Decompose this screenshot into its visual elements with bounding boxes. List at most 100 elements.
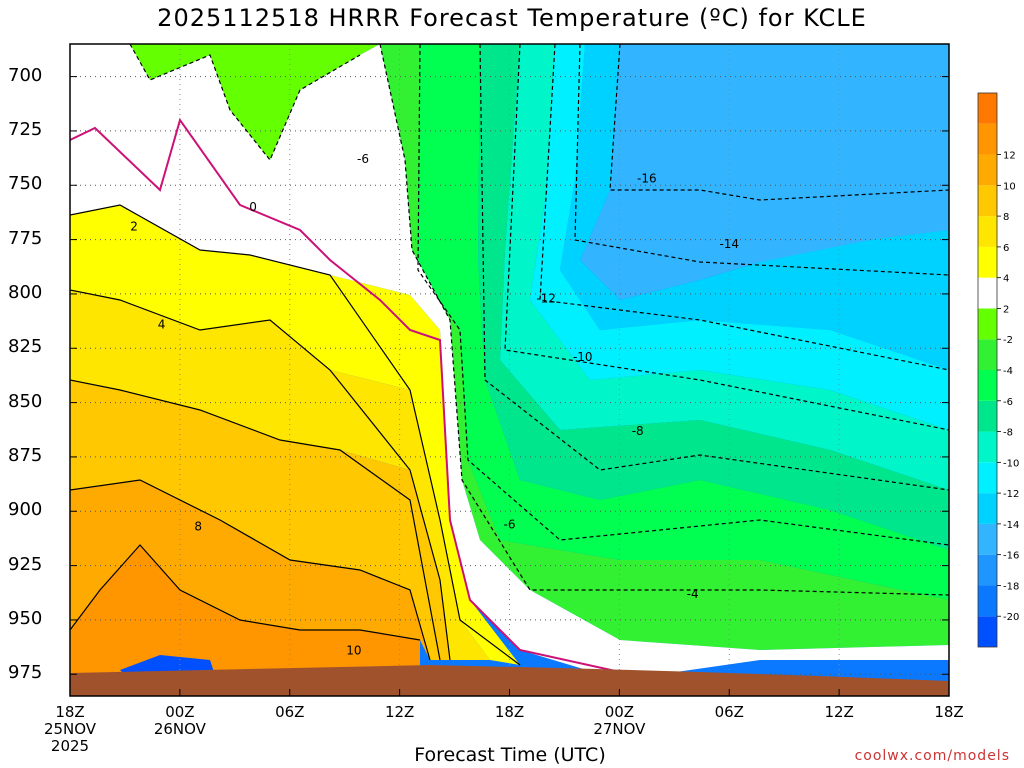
colorbar-label: -2 <box>1003 335 1013 346</box>
colorbar-label: 4 <box>1003 274 1009 285</box>
x-axis-time: 12Z <box>384 703 415 721</box>
colorbar-label: 8 <box>1003 212 1009 223</box>
colorbar-swatch <box>978 462 997 494</box>
contour-m8 <box>479 44 949 491</box>
x-axis-time: 18Z <box>934 703 964 721</box>
contour-label: -16 <box>637 172 657 186</box>
y-axis-label: 975 <box>8 662 43 684</box>
colorbar-swatch <box>978 216 997 247</box>
x-axis-label: 00Z 26NOV <box>140 704 220 738</box>
contour-label: -6 <box>504 517 516 531</box>
contour-label: -4 <box>687 587 699 601</box>
plot-grid <box>70 44 949 696</box>
band-p2 <box>70 205 520 665</box>
band-m2 <box>130 44 380 160</box>
colorbar-label: -20 <box>1003 612 1019 623</box>
credit-link[interactable]: coolwx.com/models <box>854 748 1010 764</box>
band-m14 <box>560 44 949 370</box>
axis-ticks <box>69 76 950 696</box>
contour-label: -8 <box>632 424 644 438</box>
colorbar-swatch <box>978 308 997 340</box>
x-axis-date: 25NOV <box>43 720 97 738</box>
band-p8 <box>70 480 430 660</box>
colorbar-swatch <box>978 154 997 186</box>
contour-label: 10 <box>346 643 361 657</box>
y-axis-label: 725 <box>8 118 43 140</box>
y-axis-label: 800 <box>8 281 43 303</box>
band-white <box>70 44 949 680</box>
contour-m10 <box>504 44 949 431</box>
colorbar-label: -4 <box>1003 366 1013 377</box>
ground-strip <box>70 665 949 696</box>
x-axis-label: 18Z 25NOV 2025 <box>30 704 110 755</box>
x-axis-label: 18Z <box>909 704 989 721</box>
band-m6 <box>418 44 949 600</box>
terrain-ground <box>70 665 949 696</box>
colorbar-label: 6 <box>1003 243 1009 254</box>
colorbar-label: 12 <box>1003 151 1016 162</box>
contour-0 <box>70 117 621 673</box>
contour-m12 <box>539 44 949 371</box>
band-m8 <box>478 44 949 550</box>
colorbar-swatch <box>978 554 997 586</box>
colorbar-label: 2 <box>1003 304 1009 315</box>
colorbar-label: -18 <box>1003 581 1019 592</box>
band-m10 <box>500 44 949 490</box>
colorbar: -20 -18 -16 -14 -12 -10 -8 -6 -4 -2 2 4 6 8 10 12 <box>977 92 1019 648</box>
contour-label: -14 <box>719 237 739 251</box>
x-axis-label: 12Z <box>799 704 879 721</box>
contour-label: -6 <box>357 152 369 166</box>
x-axis-date: 27NOV <box>593 720 646 738</box>
contour-label: 0 <box>249 200 257 214</box>
contour-label: 2 <box>130 220 138 234</box>
colorbar-swatch <box>978 93 997 124</box>
colorbar-swatch <box>978 123 997 155</box>
colorbar-label: -16 <box>1003 551 1019 562</box>
y-axis-label: 950 <box>8 607 43 629</box>
contour-2 <box>70 204 521 666</box>
band-p6 <box>70 380 450 660</box>
x-axis-time: 00Z <box>604 703 635 721</box>
contour-label: 8 <box>194 519 202 533</box>
colorbar-swatch <box>978 493 997 524</box>
colorbar-swatch <box>978 585 997 617</box>
colorbar-label: -8 <box>1003 428 1013 439</box>
x-axis-time: 00Z <box>165 703 195 721</box>
contour-m6 <box>417 44 949 546</box>
contour-10 <box>70 544 421 641</box>
x-axis-title: Forecast Time (UTC) <box>414 744 606 766</box>
x-axis-time: 06Z <box>714 703 744 721</box>
colorbar-label: -10 <box>1003 458 1019 469</box>
band-m16 <box>580 44 949 300</box>
band-p4 <box>70 290 490 660</box>
colorbar-label: 10 <box>1003 181 1016 192</box>
contour-m2 <box>129 44 361 162</box>
contour-8 <box>70 479 431 661</box>
x-axis-time: 06Z <box>275 703 305 721</box>
colorbar-swatch <box>978 431 997 463</box>
x-axis-label: 12Z <box>360 704 440 721</box>
band-m12 <box>530 44 949 430</box>
y-axis-label: 825 <box>8 336 43 358</box>
y-axis-label: 850 <box>8 390 43 412</box>
colorbar-label: -14 <box>1003 520 1019 531</box>
colorbar-swatch <box>978 523 997 555</box>
x-axis-year: 2025 <box>50 737 90 755</box>
contour-m14 <box>574 44 949 276</box>
colorbar-swatch <box>978 185 997 217</box>
x-axis-label: 06Z <box>250 704 330 721</box>
contour-label: 4 <box>158 317 166 331</box>
colorbar-swatch <box>978 400 997 432</box>
x-axis-label: 18Z <box>470 704 550 721</box>
colorbar-swatch <box>978 277 997 309</box>
x-axis-time: 18Z <box>494 703 525 721</box>
colorbar-label: -6 <box>1003 397 1013 408</box>
contour-4 <box>70 289 451 661</box>
contour-label: -12 <box>536 291 556 305</box>
band-m4 <box>380 44 949 650</box>
y-axis-label: 750 <box>8 173 43 195</box>
colorbar-swatch <box>978 246 997 278</box>
x-axis-time: 12Z <box>824 703 854 721</box>
y-axis-label: 875 <box>8 444 43 466</box>
